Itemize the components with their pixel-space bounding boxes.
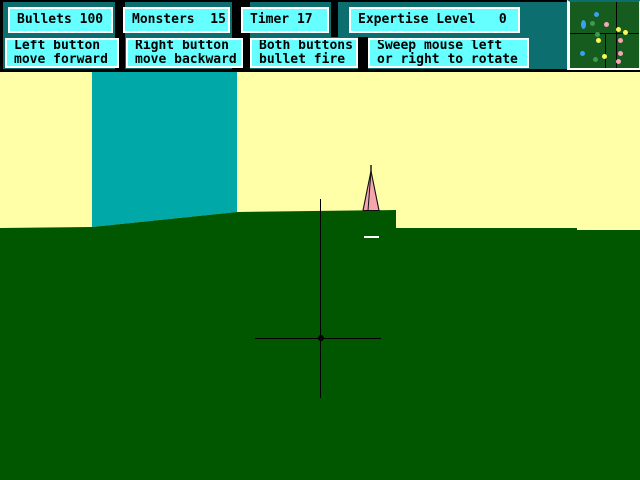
instruction-panel-right-button: Right button move backward [126,38,243,68]
hud-border-top [0,0,640,2]
hud-border-left [0,0,3,70]
instruction-panel-sweep-mouse: Sweep mouse left or right to rotate [368,38,529,68]
instruction-line: Right button [135,38,229,53]
instruction-line: Sweep mouse left [377,38,503,53]
hud-separator [331,0,338,37]
minimap-dot-pink [617,50,623,56]
instruction-panel-both-buttons: Both buttons bullet fire [250,38,358,68]
minimap-dot-blue [593,11,599,17]
instruction-line: move backward [135,52,237,67]
minimap-dot-yellow [622,29,628,35]
stat-monsters-text: Monsters 15 [132,12,226,27]
stat-panel-timer: Timer 17 [241,7,329,33]
minimap-dot-green [589,20,595,26]
stat-panel-monsters: Monsters 15 [123,7,230,33]
instruction-line: Both buttons [259,38,353,53]
minimap-crosshair-vertical [616,2,617,68]
minimap-dot-pink [615,58,621,64]
hud-separator [115,0,125,69]
minimap-dot-pink [603,21,609,27]
instruction-line: Left button [14,38,101,53]
bullet-marker [364,236,379,238]
minimap [567,0,640,70]
hud-bar: Bullets 100 Monsters 15 Timer 17 Experti… [0,0,640,72]
hud-separator [358,37,368,69]
instruction-line: or right to rotate [377,52,518,67]
stat-bullets-text: Bullets 100 [17,12,104,27]
minimap-dot-yellow [601,53,607,59]
monster-cone[interactable] [358,163,384,213]
minimap-dot-blue [579,50,585,56]
instruction-line: bullet fire [259,52,346,67]
crosshair-vertical-line [320,199,321,398]
game-viewport[interactable] [0,72,640,480]
minimap-crosshair-vertical-lower [605,33,606,68]
stat-panel-expertise-level: Expertise Level 0 [349,7,520,33]
minimap-dot-blue [580,19,586,29]
instruction-panel-left-button: Left button move forward [5,38,119,68]
minimap-dot-yellow [615,26,621,32]
hud-border-bottom [0,69,640,72]
stat-timer-text: Timer 17 [250,12,313,27]
minimap-dot-yellow [595,37,601,43]
stat-expertise-text: Expertise Level 0 [358,12,507,27]
wall-block [92,72,237,227]
minimap-dot-pink [617,37,623,43]
minimap-dot-green [592,56,598,62]
crosshair-center-dot [318,335,324,341]
instruction-line: move forward [14,52,108,67]
minimap-dot-green [594,31,600,37]
minimap-crosshair-horizontal [570,33,639,34]
stat-panel-bullets: Bullets 100 [8,7,113,33]
